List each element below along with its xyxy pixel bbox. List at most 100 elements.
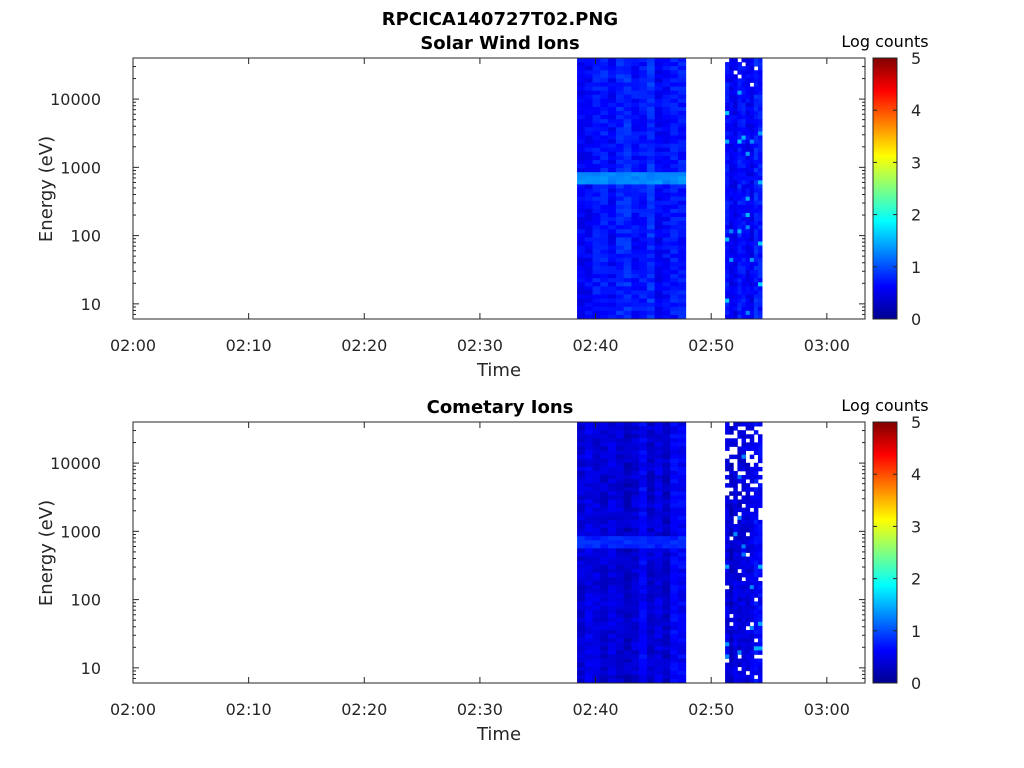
- spectrogram-cell: [646, 111, 656, 116]
- spectrogram-cell: [646, 670, 656, 676]
- spectrogram-cell: [584, 241, 593, 246]
- spectrogram-cell: [753, 446, 759, 451]
- spectrogram-cell: [577, 86, 586, 92]
- spectrogram-cell: [600, 568, 609, 574]
- spectrogram-cell: [639, 430, 648, 435]
- spectrogram-cell: [631, 294, 640, 300]
- spectrogram-cell: [670, 106, 679, 112]
- spectrogram-cell: [608, 196, 617, 202]
- spectrogram-cell: [631, 115, 640, 120]
- spectrogram-cell: [677, 111, 687, 116]
- spectrogram-cell: [592, 446, 601, 451]
- spectrogram-cell: [577, 200, 586, 206]
- spectrogram-cell: [677, 151, 687, 157]
- spectrogram-cell: [600, 310, 609, 316]
- spectrogram-cell: [577, 581, 586, 586]
- spectrogram-cell: [729, 454, 734, 460]
- spectrogram-cell: [670, 212, 679, 218]
- spectrogram-cell: [654, 90, 663, 96]
- spectrogram-cell: [600, 249, 609, 255]
- spectrogram-cell: [745, 221, 751, 226]
- spectrogram-cell: [670, 257, 679, 263]
- spectrogram-cell: [654, 523, 663, 529]
- spectrogram-cell: [623, 466, 632, 472]
- spectrogram-cell: [639, 102, 648, 108]
- spectrogram-cell: [733, 670, 738, 676]
- spectrogram-cell: [577, 629, 586, 635]
- spectrogram-cell: [662, 581, 671, 586]
- spectrogram-cell: [623, 638, 632, 643]
- spectrogram-cell: [577, 127, 586, 132]
- spectrogram-cell: [749, 98, 755, 104]
- spectrogram-cell: [737, 515, 742, 521]
- spectrogram-cell: [654, 426, 663, 431]
- spectrogram-cell: [646, 568, 656, 574]
- spectrogram-cell: [753, 123, 759, 128]
- spectrogram-cell: [654, 654, 663, 659]
- spectrogram-cell: [584, 115, 593, 120]
- spectrogram-cell: [677, 532, 687, 537]
- spectrogram-cell: [745, 237, 751, 242]
- spectrogram-cell: [646, 306, 656, 312]
- spectrogram-cell: [608, 462, 617, 468]
- spectrogram-cell: [631, 314, 640, 320]
- spectrogram-cell: [584, 265, 593, 271]
- spectrogram-cell: [662, 430, 671, 435]
- spectrogram-cell: [670, 229, 679, 234]
- spectrogram-cell: [725, 196, 730, 202]
- spectrogram-cell: [725, 225, 730, 230]
- spectrogram-cell: [654, 446, 663, 451]
- spectrogram-cell: [741, 221, 747, 226]
- spectrogram-cell: [631, 168, 640, 173]
- spectrogram-cell: [725, 426, 730, 431]
- spectrogram-cell: [639, 621, 648, 627]
- spectrogram-cell: [753, 139, 759, 145]
- spectrogram-cell: [677, 528, 687, 533]
- spectrogram-cell: [646, 511, 656, 517]
- spectrogram-cell: [670, 646, 679, 651]
- spectrogram-cell: [745, 662, 751, 668]
- spectrogram-cell: [654, 286, 663, 291]
- spectrogram-cell: [733, 261, 738, 267]
- spectrogram-cell: [741, 438, 747, 443]
- spectrogram-cell: [662, 119, 671, 124]
- spectrogram-cell: [592, 458, 601, 464]
- spectrogram-cell: [577, 139, 586, 145]
- spectrogram-cell: [592, 434, 601, 439]
- spectrogram-cell: [654, 212, 663, 218]
- spectrogram-cell: [615, 180, 625, 185]
- spectrogram-cell: [733, 613, 738, 619]
- spectrogram-cell: [584, 94, 593, 100]
- spectrogram-cell: [639, 581, 648, 586]
- spectrogram-cell: [670, 572, 679, 578]
- spectrogram-cell: [631, 135, 640, 140]
- spectrogram-cell: [737, 286, 742, 291]
- spectrogram-cell: [654, 536, 663, 541]
- spectrogram-cell: [745, 225, 751, 230]
- spectrogram-cell: [592, 658, 601, 664]
- spectrogram-cell: [725, 654, 730, 659]
- spectrogram-cell: [615, 90, 625, 96]
- y-tick-label: 10000: [50, 90, 101, 109]
- spectrogram-cell: [615, 135, 625, 140]
- spectrogram-cell: [745, 135, 751, 140]
- spectrogram-cell: [646, 450, 656, 456]
- spectrogram-cell: [623, 298, 632, 304]
- spectrogram-cell: [741, 499, 747, 504]
- spectrogram-cell: [608, 159, 617, 165]
- spectrogram-cell: [741, 98, 747, 104]
- spectrogram-cell: [741, 674, 747, 680]
- spectrogram-cell: [745, 585, 751, 590]
- spectrogram-cell: [729, 164, 734, 169]
- spectrogram-cell: [608, 576, 617, 582]
- spectrogram-cell: [623, 442, 632, 447]
- spectrogram-cell: [737, 466, 742, 472]
- spectrogram-cell: [615, 245, 625, 251]
- spectrogram-cell: [662, 82, 671, 87]
- spectrogram-cell: [623, 503, 632, 509]
- spectrogram-cell: [631, 450, 640, 456]
- spectrogram-cell: [592, 208, 601, 214]
- spectrogram-cell: [631, 180, 640, 185]
- spectrogram-cell: [608, 241, 617, 246]
- spectrogram-cell: [631, 131, 640, 136]
